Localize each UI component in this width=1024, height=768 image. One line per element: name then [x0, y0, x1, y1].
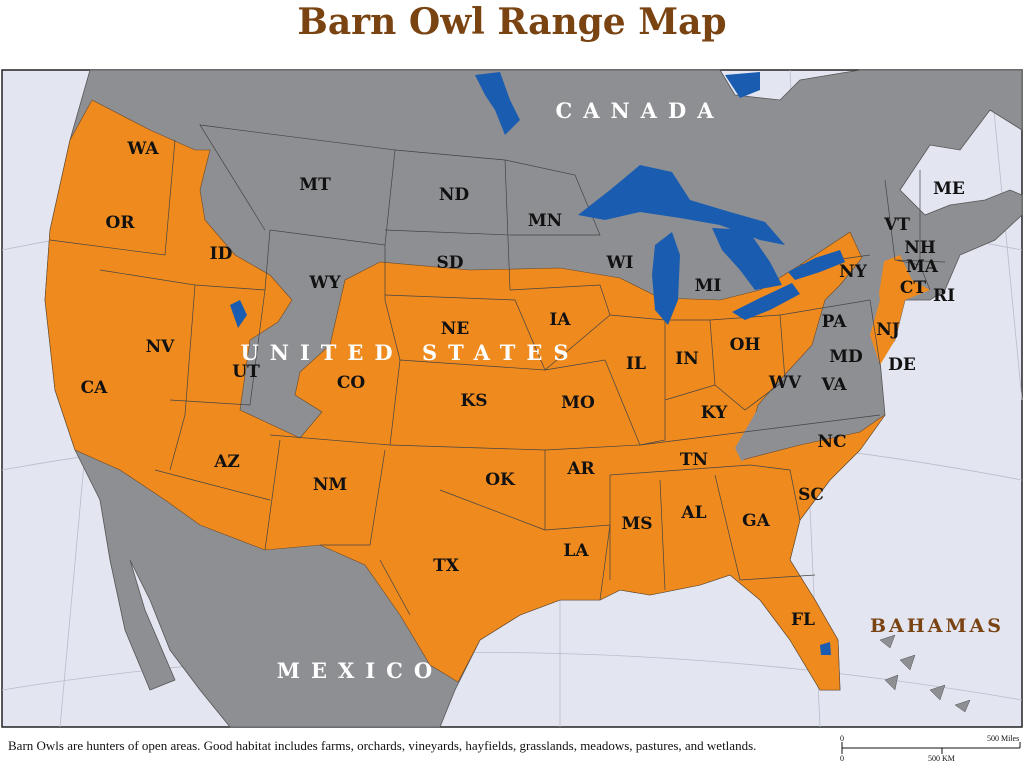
habitat-caption: Barn Owls are hunters of open areas. Goo… — [8, 738, 757, 753]
state-label: AR — [566, 459, 595, 479]
state-label: WY — [308, 273, 341, 293]
state-label: VA — [820, 375, 847, 395]
range-area — [44, 99, 886, 691]
state-label: WV — [768, 373, 802, 393]
state-label: PA — [822, 312, 848, 332]
lake-superior — [578, 165, 785, 245]
map-title: Barn Owl Range Map — [297, 1, 727, 43]
state-label: MT — [299, 175, 331, 195]
state-label: SC — [798, 485, 824, 505]
state-label: IL — [626, 354, 646, 374]
state-label: NY — [839, 262, 868, 282]
state-label: CT — [900, 278, 927, 298]
state-label: RI — [933, 286, 955, 306]
scale-miles: 500 Miles — [987, 734, 1019, 743]
state-label: TN — [680, 450, 708, 470]
lake-huron — [712, 228, 782, 290]
lake-ontario — [788, 250, 845, 280]
scale-zero-miles: 0 — [840, 734, 844, 743]
state-label: NV — [146, 337, 176, 357]
state-label: IA — [549, 310, 571, 330]
bahamas-islands — [879, 634, 971, 713]
state-label: ND — [439, 185, 470, 205]
state-label: AL — [680, 503, 706, 523]
state-label: KY — [701, 403, 728, 423]
state-label: MS — [621, 514, 652, 534]
state-label: OK — [485, 470, 516, 490]
range-northeast — [870, 255, 930, 365]
lake-okeechobee — [820, 642, 831, 655]
label-mexico: MEXICO — [277, 658, 443, 683]
state-label: ME — [933, 179, 965, 199]
lake-michigan — [652, 232, 680, 325]
state-label: UT — [232, 362, 260, 382]
state-borders — [49, 124, 946, 616]
state-label: AZ — [213, 452, 240, 472]
state-label: MO — [561, 393, 595, 413]
state-label: MA — [906, 257, 939, 277]
state-label: GA — [742, 511, 771, 531]
scale-zero-km: 0 — [840, 754, 844, 763]
lake-erie — [732, 283, 800, 320]
great-salt-lake — [230, 300, 247, 328]
state-label: WI — [605, 253, 633, 273]
state-label: NJ — [876, 320, 900, 340]
state-label: CA — [81, 378, 109, 398]
state-label: OH — [730, 335, 761, 355]
state-label: MI — [695, 276, 722, 296]
state-label: MN — [528, 211, 562, 231]
canadian-lake-2 — [725, 72, 760, 98]
state-label: FL — [791, 610, 815, 630]
state-label: NH — [904, 238, 936, 258]
lakes — [230, 72, 845, 655]
state-label: MD — [829, 347, 863, 367]
scale-bar: 0 500 Miles 0 500 KM — [840, 734, 1021, 763]
label-bahamas: BAHAMAS — [870, 615, 1004, 637]
scale-km: 500 KM — [928, 754, 955, 763]
label-united-states: UNITED STATES — [240, 340, 579, 365]
state-label: NM — [313, 475, 348, 495]
state-label: ID — [210, 244, 233, 264]
state-label: IN — [675, 349, 699, 369]
state-label: TX — [433, 556, 460, 576]
state-label: CO — [337, 373, 366, 393]
canadian-lake-1 — [475, 72, 520, 135]
state-label: SD — [436, 253, 463, 273]
state-label: WA — [126, 139, 159, 159]
state-label: NC — [817, 432, 846, 452]
state-label: LA — [563, 541, 589, 561]
state-label: VT — [883, 215, 910, 235]
state-label: KS — [460, 391, 487, 411]
gray-appalachian-strip — [735, 255, 885, 462]
state-label: DE — [888, 355, 916, 375]
state-label: OR — [106, 213, 136, 233]
state-label: NE — [441, 319, 470, 339]
state-labels: WA OR CA NV ID MT WY UT AZ CO NM ND SD N… — [81, 139, 965, 630]
label-canada: CANADA — [555, 98, 724, 123]
